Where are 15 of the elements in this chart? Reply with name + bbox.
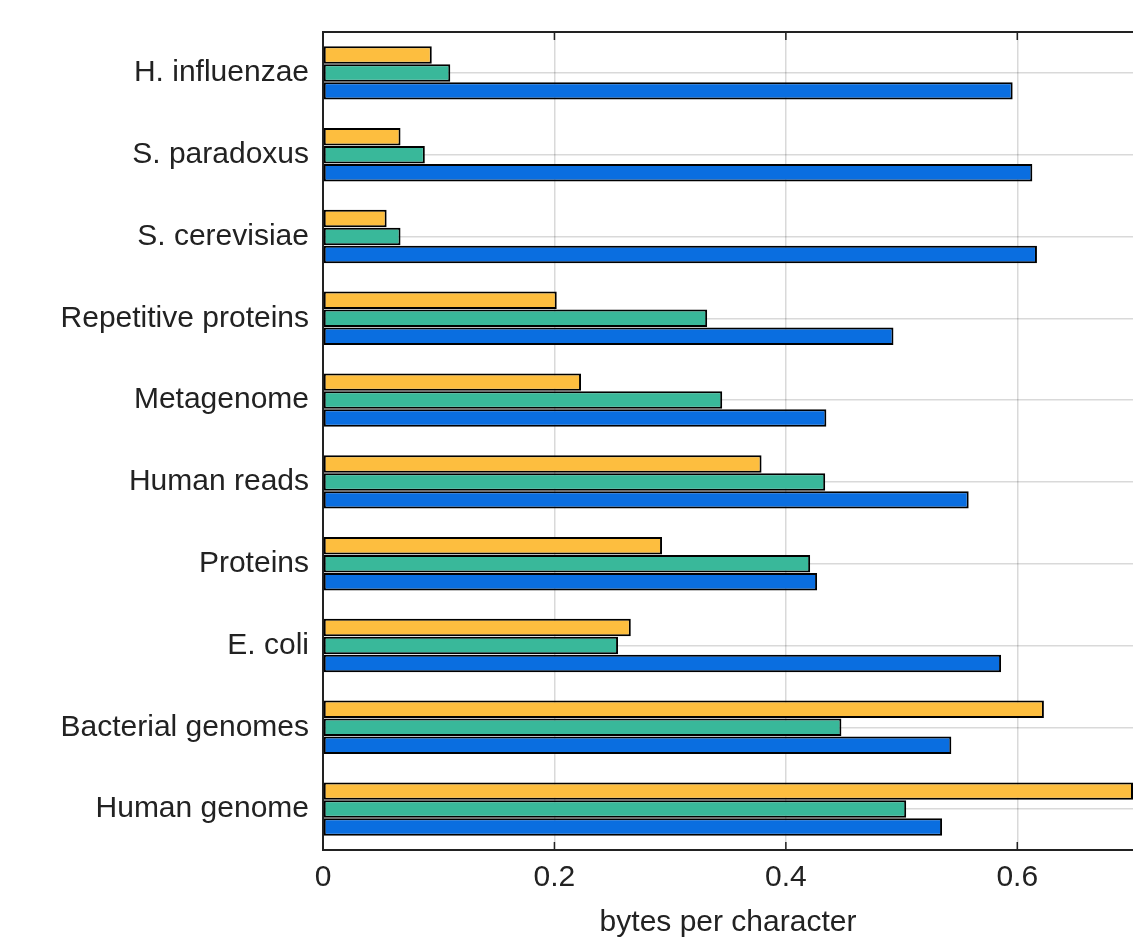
x-tick-label: 0.4 [765,859,807,893]
y-tick-label: Proteins [198,544,309,578]
y-tick-label: S. cerevisiae [137,217,309,251]
y-tick-label: Human reads [128,463,309,497]
y-tick-label: E. coli [227,626,309,660]
x-tick-label: 0.2 [533,859,576,893]
x-axis-title: bytes per character [599,904,857,938]
y-tick-label: H. influenzae [133,54,309,88]
y-tick-label: Metagenome [133,381,309,415]
x-tick-label: 0 [314,859,332,893]
y-tick-label: Repetitive proteins [60,299,309,333]
x-tick-label: 0.6 [996,859,1039,893]
y-tick-label: Bacterial genomes [60,708,309,742]
y-tick-label: S. paradoxus [132,135,309,169]
y-tick-label: Human genome [95,790,309,824]
